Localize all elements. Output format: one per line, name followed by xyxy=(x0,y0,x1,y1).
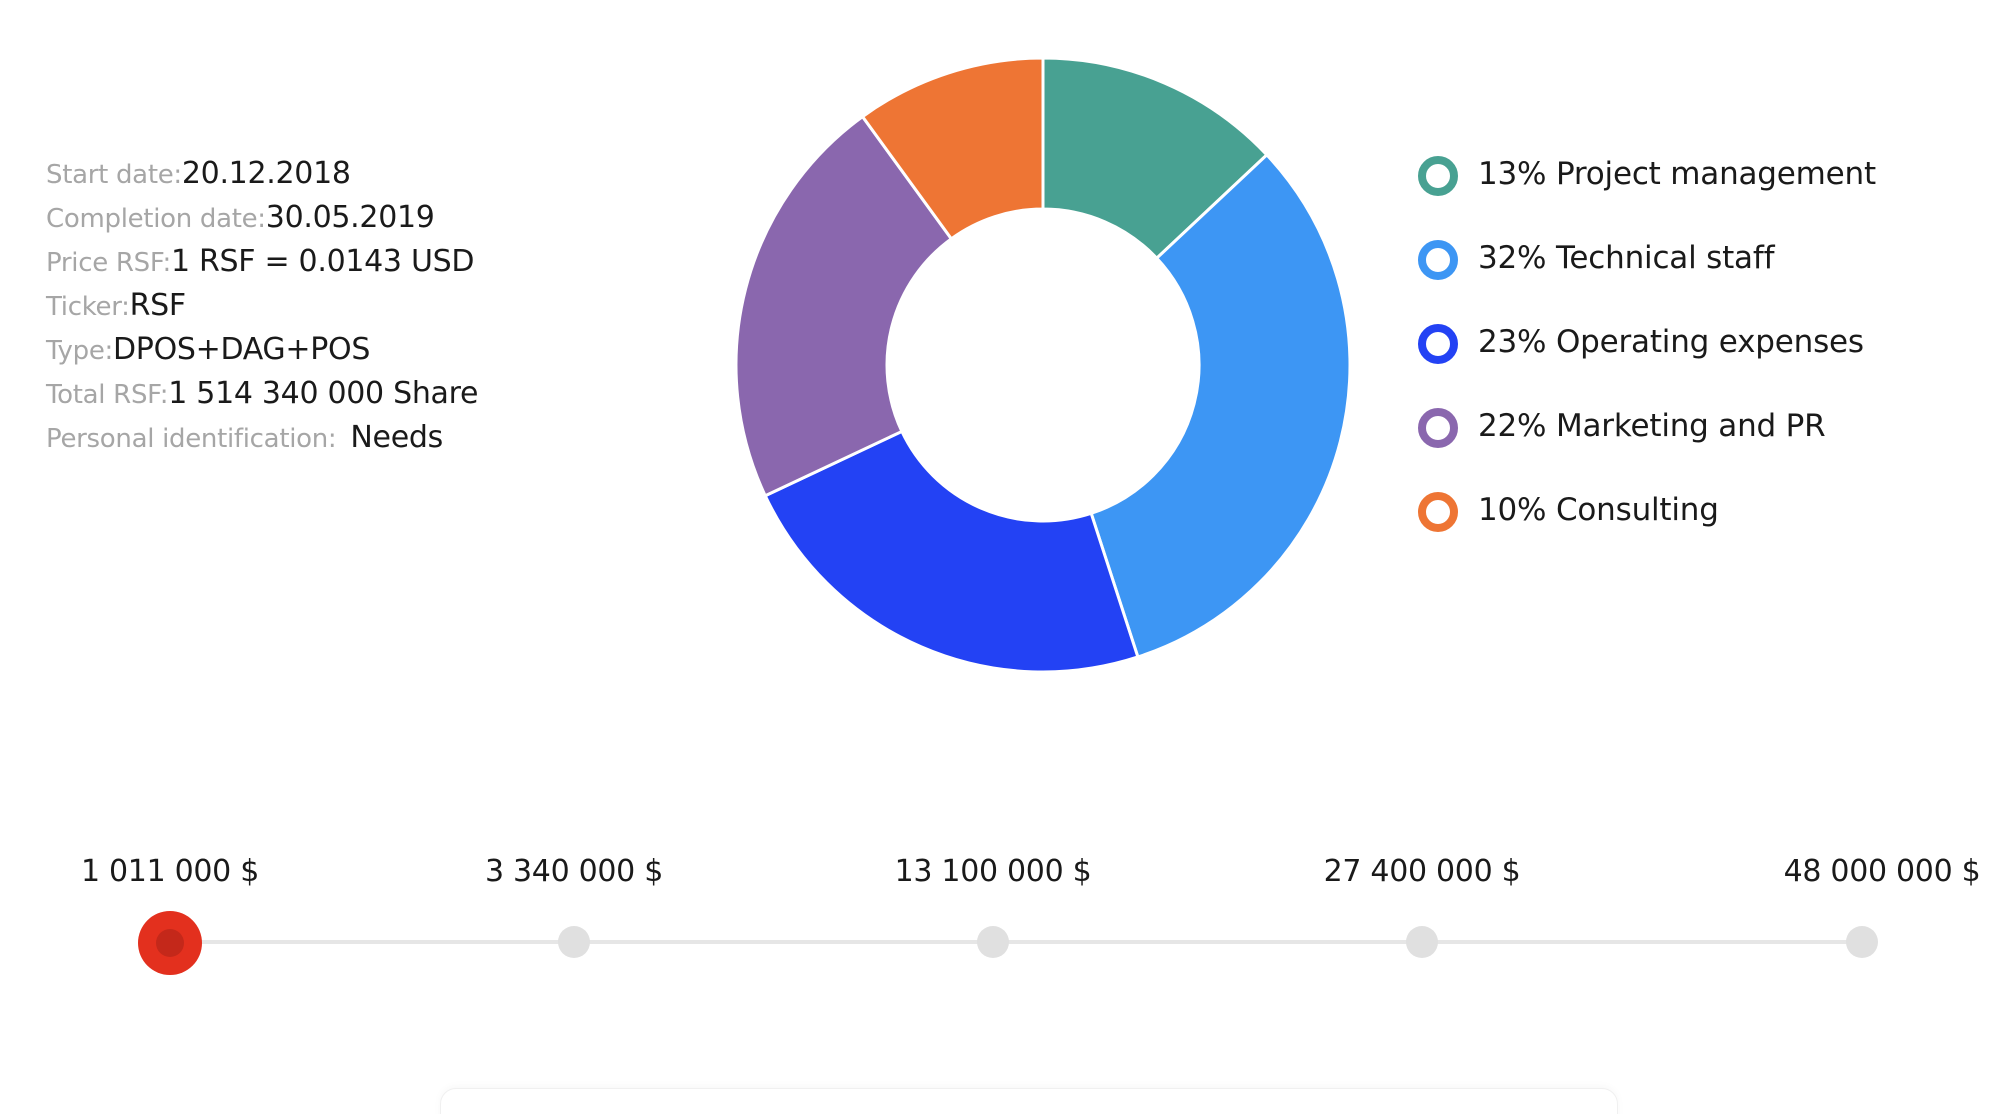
content-card xyxy=(440,1088,1618,1114)
donut-slice-operating-expenses[interactable] xyxy=(763,429,1140,674)
info-row-price: Price RSF:1 RSF = 0.0143 USD xyxy=(46,240,686,284)
ring-icon xyxy=(1418,408,1458,448)
info-value: 1 RSF = 0.0143 USD xyxy=(170,244,475,279)
legend-label: 23% Operating expenses xyxy=(1478,324,1864,360)
milestone-dot-3[interactable] xyxy=(977,926,1009,958)
project-info: Start date:20.12.2018 Completion date:30… xyxy=(46,152,686,460)
allocation-donut-chart xyxy=(734,56,1352,674)
funding-milestones: 1 011 000 $ 3 340 000 $ 13 100 000 $ 27 … xyxy=(0,850,2000,990)
info-row-type: Type:DPOS+DAG+POS xyxy=(46,328,686,372)
info-value: DPOS+DAG+POS xyxy=(112,332,371,367)
info-row-total: Total RSF:1 514 340 000 Share xyxy=(46,372,686,416)
info-label: Completion date: xyxy=(46,204,266,234)
info-value: Needs xyxy=(350,420,443,455)
info-value: RSF xyxy=(129,288,187,323)
info-label: Ticker: xyxy=(46,292,130,322)
info-label: Total RSF: xyxy=(46,380,169,410)
legend-label: 22% Marketing and PR xyxy=(1478,408,1826,444)
donut-slice-project-management[interactable] xyxy=(1041,56,1269,261)
info-row-identification: Personal identification: Needs xyxy=(46,416,686,460)
milestone-label: 1 011 000 $ xyxy=(80,854,260,889)
milestone-label: 3 340 000 $ xyxy=(484,854,664,889)
legend-label: 13% Project management xyxy=(1478,156,1876,192)
info-value: 30.05.2019 xyxy=(265,200,435,235)
info-label: Personal identification: xyxy=(46,424,337,454)
milestone-label: 48 000 000 $ xyxy=(1783,854,1981,889)
ring-icon xyxy=(1418,492,1458,532)
milestone-label: 27 400 000 $ xyxy=(1323,854,1521,889)
milestone-dot-2[interactable] xyxy=(558,926,590,958)
donut-slice-marketing-and-pr[interactable] xyxy=(734,114,954,498)
info-label: Start date: xyxy=(46,160,182,190)
milestone-dot-5[interactable] xyxy=(1846,926,1878,958)
legend-label: 32% Technical staff xyxy=(1478,240,1775,276)
info-label: Type: xyxy=(46,336,113,366)
ring-icon xyxy=(1418,156,1458,196)
info-value: 20.12.2018 xyxy=(181,156,351,191)
ring-icon xyxy=(1418,240,1458,280)
info-label: Price RSF: xyxy=(46,248,171,278)
milestone-label: 13 100 000 $ xyxy=(894,854,1092,889)
info-row-ticker: Ticker:RSF xyxy=(46,284,686,328)
info-value: 1 514 340 000 Share xyxy=(168,376,479,411)
milestone-track[interactable] xyxy=(170,940,1860,944)
milestone-dot-1[interactable] xyxy=(138,911,202,975)
ring-icon xyxy=(1418,324,1458,364)
donut-slice-technical-staff[interactable] xyxy=(1089,152,1352,659)
milestone-dot-4[interactable] xyxy=(1406,926,1438,958)
info-row-completion-date: Completion date:30.05.2019 xyxy=(46,196,686,240)
info-row-start-date: Start date:20.12.2018 xyxy=(46,152,686,196)
legend-label: 10% Consulting xyxy=(1478,492,1719,528)
donut-slice-consulting[interactable] xyxy=(860,56,1045,241)
